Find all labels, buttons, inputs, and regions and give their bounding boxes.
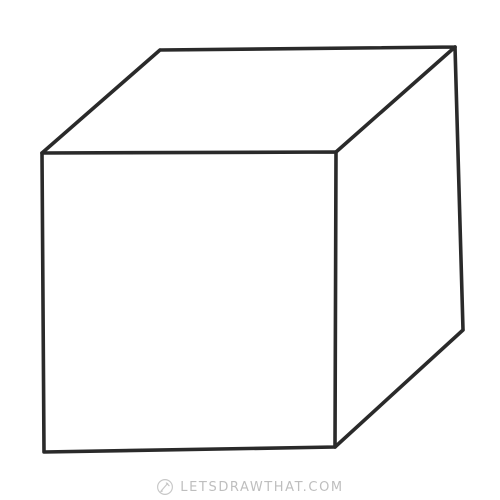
cube-top-face	[40, 45, 457, 155]
cube-right-face	[333, 45, 465, 449]
pencil-logo-icon	[157, 479, 174, 495]
watermark: LETSDRAWTHAT.COM	[0, 476, 500, 498]
cube-front-face	[40, 150, 338, 454]
watermark-text: LETSDRAWTHAT.COM	[180, 479, 344, 495]
